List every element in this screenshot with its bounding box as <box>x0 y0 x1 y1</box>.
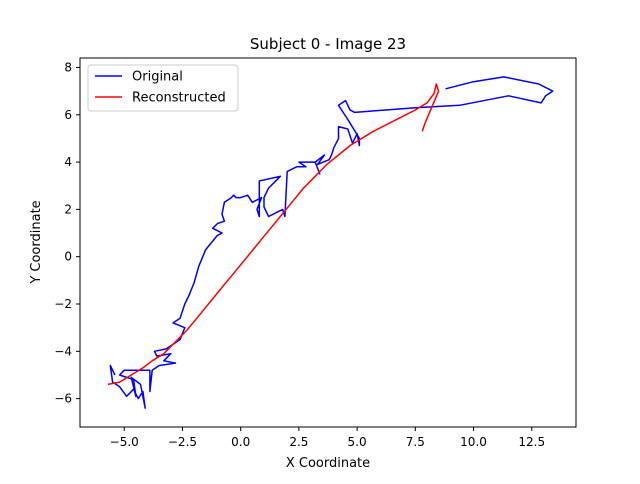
y-axis-label: Y Coordinate <box>29 200 44 284</box>
y-tick-label: 8 <box>64 60 72 74</box>
x-axis-ticks: −5.0 −2.5 0.0 2.5 5.0 7.5 10.0 12.5 <box>110 427 545 449</box>
x-tick-label: −2.5 <box>168 435 197 449</box>
x-axis-label: X Coordinate <box>286 456 370 471</box>
chart-title: Subject 0 - Image 23 <box>250 35 406 53</box>
y-tick-label: 0 <box>64 250 72 264</box>
x-tick-label: 7.5 <box>406 435 425 449</box>
plot-area <box>79 57 577 428</box>
y-tick-label: −6 <box>54 392 72 406</box>
y-tick-label: 4 <box>64 155 72 169</box>
legend-box <box>87 64 239 112</box>
y-tick-label: −2 <box>54 297 72 311</box>
axes-frame <box>79 57 577 428</box>
series-layer <box>107 76 554 409</box>
x-tick-label: 0.0 <box>231 435 250 449</box>
series-line-original <box>109 76 554 409</box>
x-tick-label: 5.0 <box>348 435 367 449</box>
y-tick-label: −4 <box>54 344 72 358</box>
y-tick-label: 6 <box>64 108 72 122</box>
legend: Original Reconstructed <box>87 64 239 112</box>
series-line-reconstructed <box>107 83 440 386</box>
legend-label-reconstructed: Reconstructed <box>132 91 226 106</box>
x-tick-label: 12.5 <box>518 435 545 449</box>
y-axis-ticks: −6 −4 −2 0 2 4 6 8 <box>54 60 80 406</box>
y-tick-label: 2 <box>64 202 72 216</box>
x-tick-label: 2.5 <box>289 435 308 449</box>
x-tick-label: −5.0 <box>110 435 139 449</box>
x-tick-label: 10.0 <box>460 435 487 449</box>
legend-label-original: Original <box>132 70 183 85</box>
